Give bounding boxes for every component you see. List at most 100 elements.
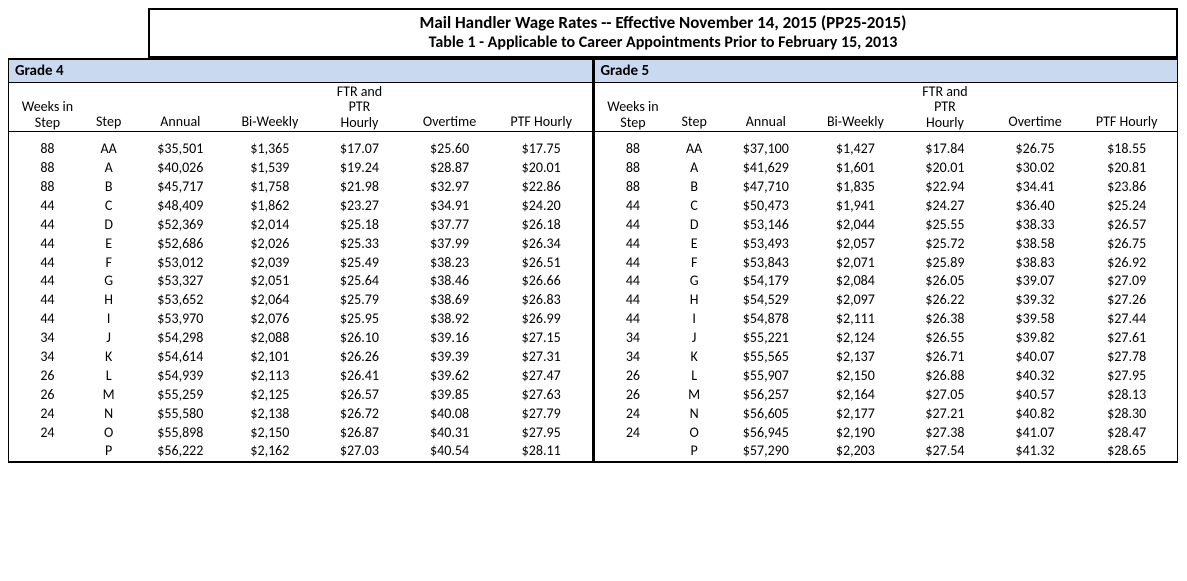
cell-bw: $2,044 [811, 216, 900, 235]
col-step: Step [82, 83, 136, 132]
cell-annual: $50,473 [721, 197, 811, 216]
cell-annual: $55,907 [721, 367, 811, 386]
cell-bw: $2,101 [225, 348, 314, 367]
table-row: 44H$53,652$2,064$25.79$38.69$26.83 [9, 291, 592, 310]
grade5-panel: Grade 5 Weeks inStep Step Annual Bi-Week… [592, 60, 1178, 461]
col-biweekly: Bi-Weekly [225, 83, 314, 132]
cell-ptf: $27.31 [495, 348, 592, 367]
cell-annual: $37,100 [721, 140, 811, 159]
cell-ot: $39.32 [990, 291, 1081, 310]
cell-weeks: 26 [595, 367, 668, 386]
cell-weeks: 44 [595, 310, 668, 329]
cell-step: N [82, 405, 136, 424]
tables-container: Grade 4 Weeks inStep Step Annual Bi-Week… [8, 58, 1178, 463]
cell-step: F [667, 254, 721, 273]
cell-ot: $34.91 [404, 197, 495, 216]
table-row: 26L$55,907$2,150$26.88$40.32$27.95 [595, 367, 1178, 386]
cell-ot: $40.31 [404, 424, 495, 443]
cell-hourly: $22.94 [900, 178, 990, 197]
cell-ptf: $26.92 [1080, 254, 1177, 273]
cell-weeks: 44 [9, 272, 82, 291]
col-step: Step [667, 83, 721, 132]
cell-step: K [82, 348, 136, 367]
grade4-panel: Grade 4 Weeks inStep Step Annual Bi-Week… [9, 60, 592, 461]
cell-bw: $2,071 [811, 254, 900, 273]
cell-annual: $41,629 [721, 159, 811, 178]
cell-hourly: $27.38 [900, 424, 990, 443]
cell-ptf: $27.63 [495, 386, 592, 405]
cell-hourly: $26.72 [315, 405, 405, 424]
cell-step: J [667, 329, 721, 348]
cell-hourly: $25.49 [315, 254, 405, 273]
cell-hourly: $17.84 [900, 140, 990, 159]
cell-bw: $2,111 [811, 310, 900, 329]
cell-hourly: $26.87 [315, 424, 405, 443]
cell-ot: $26.75 [990, 140, 1081, 159]
cell-ptf: $26.57 [1080, 216, 1177, 235]
cell-ot: $39.62 [404, 367, 495, 386]
cell-step: I [667, 310, 721, 329]
cell-ot: $37.77 [404, 216, 495, 235]
cell-weeks: 88 [9, 178, 82, 197]
cell-bw: $1,427 [811, 140, 900, 159]
cell-bw: $2,125 [225, 386, 314, 405]
cell-hourly: $19.24 [315, 159, 405, 178]
cell-ot: $36.40 [990, 197, 1081, 216]
cell-step: C [82, 197, 136, 216]
cell-weeks: 24 [9, 405, 82, 424]
cell-bw: $1,539 [225, 159, 314, 178]
cell-ptf: $17.75 [495, 140, 592, 159]
cell-bw: $2,097 [811, 291, 900, 310]
cell-weeks: 34 [9, 329, 82, 348]
cell-weeks: 88 [9, 159, 82, 178]
cell-step: A [82, 159, 136, 178]
cell-hourly: $26.71 [900, 348, 990, 367]
cell-step: G [82, 272, 136, 291]
cell-hourly: $23.27 [315, 197, 405, 216]
cell-hourly: $26.57 [315, 386, 405, 405]
grade5-body: 88AA$37,100$1,427$17.84$26.75$18.5588A$4… [595, 132, 1178, 462]
cell-ot: $34.41 [990, 178, 1081, 197]
cell-hourly: $17.07 [315, 140, 405, 159]
cell-ptf: $24.20 [495, 197, 592, 216]
column-headers: Weeks inStep Step Annual Bi-Weekly FTR a… [9, 83, 592, 132]
cell-ptf: $26.51 [495, 254, 592, 273]
cell-ot: $38.83 [990, 254, 1081, 273]
cell-weeks: 44 [595, 291, 668, 310]
cell-bw: $2,177 [811, 405, 900, 424]
cell-annual: $55,259 [135, 386, 225, 405]
cell-weeks: 24 [595, 424, 668, 443]
cell-hourly: $26.22 [900, 291, 990, 310]
cell-weeks: 44 [595, 216, 668, 235]
cell-bw: $2,190 [811, 424, 900, 443]
cell-annual: $35,501 [135, 140, 225, 159]
table-row: 24O$56,945$2,190$27.38$41.07$28.47 [595, 424, 1178, 443]
table-row: 34K$55,565$2,137$26.71$40.07$27.78 [595, 348, 1178, 367]
cell-weeks: 44 [595, 197, 668, 216]
cell-ot: $41.07 [990, 424, 1081, 443]
cell-annual: $54,529 [721, 291, 811, 310]
cell-ptf: $26.83 [495, 291, 592, 310]
cell-hourly: $27.21 [900, 405, 990, 424]
cell-annual: $47,710 [721, 178, 811, 197]
cell-hourly: $25.55 [900, 216, 990, 235]
cell-ptf: $27.15 [495, 329, 592, 348]
cell-hourly: $25.18 [315, 216, 405, 235]
cell-ot: $41.32 [990, 442, 1081, 461]
cell-ptf: $26.99 [495, 310, 592, 329]
cell-bw: $1,758 [225, 178, 314, 197]
cell-step: A [667, 159, 721, 178]
cell-bw: $2,076 [225, 310, 314, 329]
cell-annual: $40,026 [135, 159, 225, 178]
cell-ot: $40.32 [990, 367, 1081, 386]
table-row: 44H$54,529$2,097$26.22$39.32$27.26 [595, 291, 1178, 310]
cell-ot: $40.08 [404, 405, 495, 424]
cell-hourly: $26.38 [900, 310, 990, 329]
cell-ot: $37.99 [404, 235, 495, 254]
table-row: 88B$45,717$1,758$21.98$32.97$22.86 [9, 178, 592, 197]
cell-weeks: 26 [9, 367, 82, 386]
cell-ptf: $22.86 [495, 178, 592, 197]
table-row: 88AA$35,501$1,365$17.07$25.60$17.75 [9, 140, 592, 159]
cell-weeks: 34 [9, 348, 82, 367]
cell-annual: $53,012 [135, 254, 225, 273]
